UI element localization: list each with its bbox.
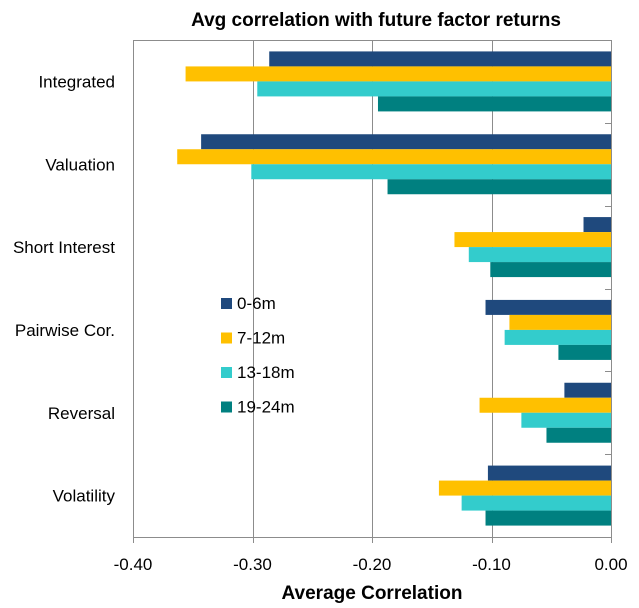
bar bbox=[583, 217, 611, 233]
category-label: Integrated bbox=[38, 72, 115, 91]
x-tick-label: -0.30 bbox=[233, 555, 272, 574]
bar bbox=[487, 465, 611, 481]
x-tick-label: -0.40 bbox=[114, 555, 153, 574]
x-tick-label: -0.10 bbox=[472, 555, 511, 574]
gridlines bbox=[253, 40, 493, 537]
x-tick-label: -0.20 bbox=[353, 555, 392, 574]
x-tick-labels: -0.40 -0.30 -0.20 -0.10 0.00 bbox=[114, 555, 628, 574]
bar bbox=[377, 96, 611, 112]
bar bbox=[490, 262, 611, 278]
bar bbox=[201, 134, 612, 150]
legend-swatch bbox=[221, 332, 232, 344]
category-label: Reversal bbox=[48, 404, 115, 423]
bar bbox=[438, 480, 611, 496]
bars bbox=[177, 51, 612, 526]
bar bbox=[387, 179, 611, 195]
chart-title: Avg correlation with future factor retur… bbox=[191, 10, 561, 31]
bar bbox=[251, 164, 611, 180]
bar bbox=[185, 66, 611, 82]
bar bbox=[269, 51, 611, 67]
bar bbox=[504, 329, 611, 345]
legend-label: 19-24m bbox=[237, 398, 295, 417]
x-axis-label: Average Correlation bbox=[282, 583, 463, 604]
bar bbox=[479, 397, 611, 413]
axes bbox=[133, 40, 612, 543]
bar bbox=[509, 314, 611, 330]
bar bbox=[564, 382, 611, 398]
legend-swatch bbox=[221, 367, 232, 378]
bar bbox=[558, 344, 611, 360]
legend-swatch bbox=[221, 298, 232, 309]
x-tick-label: 0.00 bbox=[594, 555, 627, 574]
bar bbox=[468, 247, 611, 263]
bar bbox=[485, 299, 611, 315]
legend-label: 0-6m bbox=[237, 294, 276, 313]
bar bbox=[461, 495, 611, 511]
bar bbox=[521, 412, 611, 428]
bar bbox=[257, 81, 611, 97]
legend: 0-6m 7-12m 13-18m 19-24m bbox=[221, 294, 295, 417]
category-label: Volatility bbox=[53, 487, 116, 506]
legend-label: 7-12m bbox=[237, 329, 285, 348]
bar bbox=[177, 149, 611, 165]
legend-label: 13-18m bbox=[237, 363, 295, 382]
bar bbox=[454, 232, 611, 248]
category-label: Valuation bbox=[45, 155, 115, 174]
category-label: Short Interest bbox=[13, 238, 115, 257]
bar bbox=[485, 510, 611, 526]
category-label: Pairwise Cor. bbox=[15, 321, 115, 340]
bar bbox=[546, 427, 611, 443]
legend-swatch bbox=[221, 401, 232, 413]
category-labels: Integrated Valuation Short Interest Pairwis… bbox=[13, 72, 116, 505]
